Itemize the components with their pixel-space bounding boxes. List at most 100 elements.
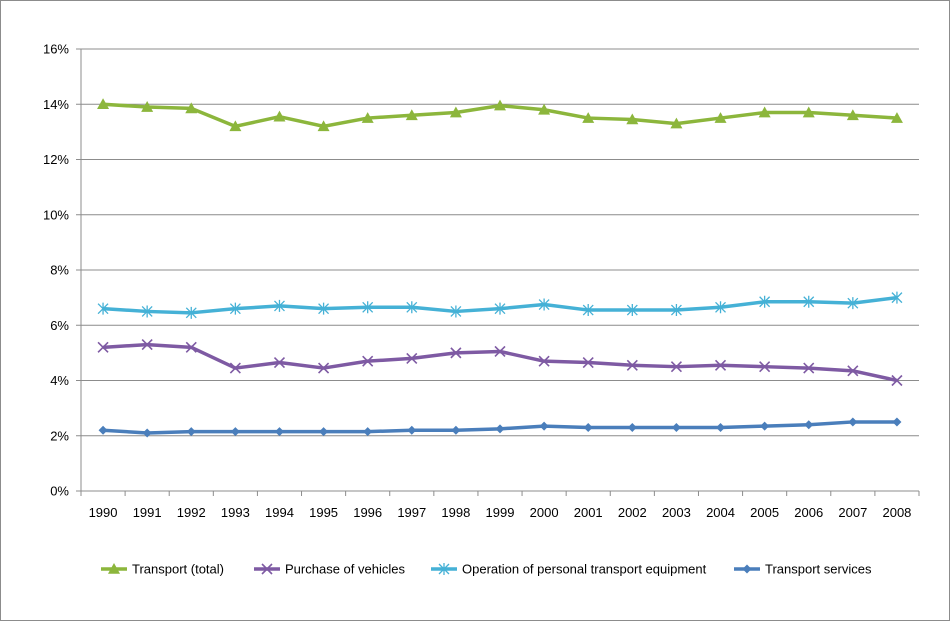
y-tick-label: 14% [43, 97, 69, 112]
data-point [582, 112, 595, 123]
data-point [760, 421, 770, 431]
data-point [142, 428, 152, 438]
data-point [742, 564, 752, 574]
x-tick-label: 1992 [177, 505, 206, 520]
data-point [97, 341, 109, 353]
data-point [803, 362, 815, 374]
y-tick-label: 6% [50, 318, 69, 333]
x-tick-label: 1993 [221, 505, 250, 520]
data-point [538, 298, 550, 311]
data-point [229, 120, 242, 132]
legend-label: Transport (total) [132, 562, 224, 577]
data-point [538, 355, 550, 367]
x-tick-label: 1996 [353, 505, 382, 520]
legend-label: Transport services [765, 562, 872, 577]
y-tick-label: 2% [50, 428, 69, 443]
data-point [185, 306, 197, 319]
x-tick-label: 2003 [662, 505, 691, 520]
data-point [802, 106, 815, 118]
x-tick-label: 1999 [486, 505, 515, 520]
data-point [804, 420, 814, 430]
data-point [803, 295, 815, 308]
data-point [583, 422, 593, 432]
x-tick-label: 2008 [882, 505, 911, 520]
axes: 0% 2% 4% 6% 8% 10% 12% 14% 16% 1990 1991 1992 1993 19… [43, 42, 920, 520]
series-operation-of-personal-transport-equipment [97, 291, 903, 319]
data-point [450, 347, 462, 359]
x-tick-label: 2006 [794, 505, 823, 520]
data-point [186, 427, 196, 437]
data-point [890, 112, 903, 123]
x-tick-label: 2000 [530, 505, 559, 520]
data-point [714, 359, 727, 371]
data-point [538, 103, 551, 115]
data-point [363, 427, 373, 437]
data-point [714, 112, 727, 123]
data-point [273, 356, 286, 369]
x-tick-label: 1998 [441, 505, 470, 520]
data-point [449, 106, 462, 118]
data-point [891, 374, 903, 387]
x-tick-label: 2005 [750, 505, 779, 520]
legend-label: Purchase of vehicles [285, 562, 405, 577]
series-transport-total- [97, 98, 903, 132]
data-point [494, 99, 506, 111]
data-point [319, 427, 329, 437]
data-point [847, 297, 859, 310]
data-point [494, 302, 506, 315]
series-transport-services [98, 417, 902, 438]
data-point [362, 355, 374, 367]
data-point [97, 302, 109, 315]
data-point [626, 113, 639, 125]
x-tick-label: 2007 [838, 505, 867, 520]
data-point [670, 117, 683, 129]
data-point [627, 422, 637, 432]
data-point [108, 563, 120, 574]
x-tick-label: 1995 [309, 505, 338, 520]
data-point [626, 304, 638, 317]
data-point [406, 301, 418, 314]
data-point [141, 339, 153, 351]
data-point [451, 425, 461, 435]
legend-item: Transport services [734, 562, 872, 577]
data-point [892, 417, 902, 427]
legend-item: Operation of personal transport equipmen… [431, 562, 707, 577]
data-point [405, 109, 418, 121]
x-tick-label: 2004 [706, 505, 735, 520]
data-point [494, 345, 506, 358]
data-point [626, 359, 638, 371]
series-line [102, 342, 898, 383]
legend: Transport (total) Purchase of vehicles Ope… [101, 562, 872, 577]
data-point [98, 425, 108, 435]
data-point [97, 98, 110, 110]
data-point [846, 109, 859, 121]
data-point [230, 427, 240, 437]
data-point [274, 299, 285, 312]
data-point [406, 352, 418, 364]
data-point [671, 422, 681, 432]
gridlines [81, 48, 919, 437]
data-point [273, 110, 286, 122]
x-tick-label: 1997 [397, 505, 426, 520]
y-tick-label: 4% [50, 373, 69, 388]
data-point [670, 361, 682, 373]
x-tick-label: 1994 [265, 505, 294, 520]
data-point [716, 422, 726, 432]
y-tick-label: 0% [50, 484, 69, 499]
y-tick-label: 12% [43, 152, 69, 167]
data-point [495, 424, 505, 434]
data-point [758, 106, 771, 118]
data-point [848, 417, 858, 427]
data-point [582, 356, 594, 369]
data-point [362, 301, 374, 314]
data-point [450, 305, 462, 318]
data-point [438, 563, 450, 575]
data-point [715, 301, 726, 314]
data-point [141, 101, 154, 112]
x-tick-label: 2001 [574, 505, 603, 520]
data-point [847, 365, 859, 377]
data-point [361, 112, 374, 123]
data-point [229, 362, 241, 374]
